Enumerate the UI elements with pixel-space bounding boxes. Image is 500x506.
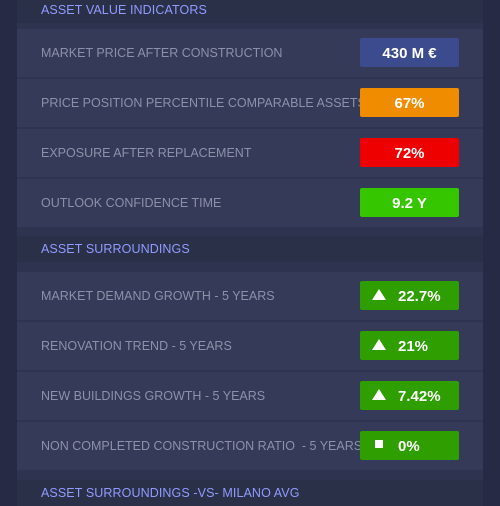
value-text: 0% — [398, 437, 420, 455]
value-badge: 21% — [360, 331, 459, 360]
row-market-demand-growth: MARKET DEMAND GROWTH - 5 YEARS 22.7% — [17, 272, 483, 320]
value-text: 9.2 Y — [392, 194, 427, 212]
row-price-position: PRICE POSITION PERCENTILE COMPARABLE ASS… — [17, 79, 483, 127]
row-outlook-confidence: OUTLOOK CONFIDENCE TIME 9.2 Y — [17, 179, 483, 227]
value-badge: 72% — [360, 138, 459, 167]
row-label: NON COMPLETED CONSTRUCTION RATIO - 5 YEA… — [41, 439, 363, 453]
value-text: 7.42% — [398, 387, 441, 405]
value-text: 21% — [398, 337, 429, 355]
indicators-panel: ASSET VALUE INDICATORS MARKET PRICE AFTE… — [17, 0, 483, 506]
section-header-asset-value: ASSET VALUE INDICATORS — [17, 0, 483, 23]
value-text: 430 M € — [382, 44, 437, 62]
value-text: 67% — [394, 94, 425, 112]
row-label: RENOVATION TREND - 5 YEARS — [41, 339, 232, 353]
row-label: EXPOSURE AFTER REPLACEMENT — [41, 146, 252, 160]
row-label: PRICE POSITION PERCENTILE COMPARABLE ASS… — [41, 96, 366, 110]
section-header-asset-surroundings: ASSET SURROUNDINGS — [17, 236, 483, 262]
row-market-price: MARKET PRICE AFTER CONSTRUCTION 430 M € — [17, 29, 483, 77]
row-label: NEW BUILDINGS GROWTH - 5 YEARS — [41, 389, 266, 403]
triangle-up-icon — [372, 388, 386, 400]
value-badge: 7.42% — [360, 381, 459, 410]
section-header-vs-milano: ASSET SURROUNDINGS -VS- MILANO AVG — [17, 480, 483, 506]
row-new-buildings-growth: NEW BUILDINGS GROWTH - 5 YEARS 7.42% — [17, 372, 483, 420]
square-icon — [375, 440, 383, 449]
row-exposure: EXPOSURE AFTER REPLACEMENT 72% — [17, 129, 483, 177]
row-renovation-trend: RENOVATION TREND - 5 YEARS 21% — [17, 322, 483, 370]
value-text: 72% — [394, 144, 425, 162]
row-label: MARKET DEMAND GROWTH - 5 YEARS — [41, 289, 275, 303]
value-badge: 9.2 Y — [360, 188, 459, 217]
value-badge: 0% — [360, 431, 459, 460]
value-badge: 430 M € — [360, 38, 459, 67]
triangle-up-icon — [372, 338, 386, 350]
row-label: MARKET PRICE AFTER CONSTRUCTION — [41, 46, 283, 60]
value-badge: 22.7% — [360, 281, 459, 310]
row-non-completed-construction: NON COMPLETED CONSTRUCTION RATIO - 5 YEA… — [17, 422, 483, 470]
value-text: 22.7% — [398, 287, 441, 305]
triangle-up-icon — [372, 288, 386, 300]
value-badge: 67% — [360, 88, 459, 117]
row-label: OUTLOOK CONFIDENCE TIME — [41, 196, 222, 210]
